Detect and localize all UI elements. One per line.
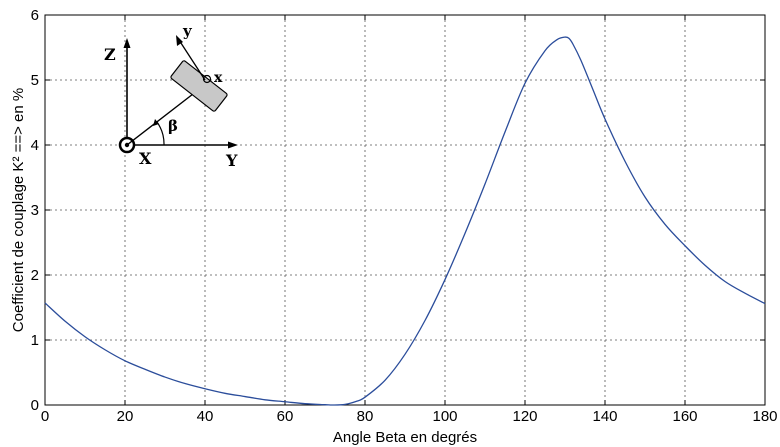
x-tick-label: 140 [592,408,617,425]
x-tick-labels: 0 20 40 60 80 100 120 140 160 180 [41,408,778,425]
y-tick-labels: 0 1 2 3 4 5 6 [31,7,39,414]
data-point [164,376,165,377]
x-axis-title: Angle Beta en degrés [333,429,477,446]
inset-rot-x-circle [202,74,212,84]
inset-z-arrowhead [123,38,131,48]
inset-rot-y-axis [178,39,206,81]
data-point [324,404,325,405]
data-point [304,403,305,404]
x-tick-label: 80 [357,408,374,425]
data-point [332,404,333,405]
inset-beta-label: β [168,117,178,135]
y-axis-title: Coefficient de couplage K² ==> en % [10,88,27,332]
data-point [84,336,85,337]
data-point [524,83,525,84]
y-tick-label: 2 [31,267,39,284]
x-tick-label: 20 [117,408,134,425]
data-point [704,265,705,266]
data-point [724,281,725,282]
inset-beta-arc [156,121,165,146]
data-point [556,39,557,40]
data-point [504,131,505,132]
data-point [364,397,365,398]
data-point [204,388,205,389]
series-layer [44,36,766,406]
inset-crystal-plate [170,60,228,112]
data-point [184,383,185,384]
data-point [224,393,225,394]
inset-y-label: Y [225,151,238,170]
data-point [568,38,569,39]
x-tick-label: 160 [672,408,697,425]
axis-ticks [44,14,766,406]
data-point [564,37,565,38]
data-point [344,404,345,405]
data-point [580,60,581,61]
data-point [764,303,765,304]
data-point [664,224,665,225]
data-point [144,369,145,370]
y-tick-label: 1 [31,332,39,349]
inset-x-label: X [139,149,152,168]
data-point [64,321,65,322]
inset-z-label: Z [104,45,116,64]
data-point [572,44,573,45]
data-point [484,183,485,184]
data-point [464,233,465,234]
inset-rot-y-arrowhead [176,35,183,46]
data-point [744,293,745,294]
data-point [244,396,245,397]
data-point [444,279,445,280]
inset-beta-arrowhead [153,119,159,126]
x-tick-label: 60 [277,408,294,425]
data-point [644,196,645,197]
data-point [384,380,385,381]
data-point [684,245,685,246]
data-point [44,302,45,303]
grid [45,15,765,405]
inset-y-arrowhead [228,141,238,149]
y-tick-label: 4 [31,137,39,154]
inset-rot-x-label: x [214,70,223,86]
data-point [404,354,405,355]
data-point [264,399,265,400]
data-point [284,401,285,402]
data-point [592,89,593,90]
data-point [624,161,625,162]
inset-diagram: Z Y X y x β [104,22,238,170]
y-tick-label: 6 [31,7,39,24]
data-point [604,118,605,119]
data-point [424,320,425,321]
x-tick-label: 0 [41,408,49,425]
x-tick-label: 180 [752,408,777,425]
data-point [544,50,545,51]
x-tick-label: 100 [432,408,457,425]
series-line [44,36,766,406]
x-tick-label: 120 [512,408,537,425]
y-tick-label: 0 [31,397,39,414]
inset-beam [126,93,194,146]
data-point [124,360,125,361]
data-point [104,349,105,350]
inset-rot-y-label: y [182,22,193,40]
x-tick-label: 40 [197,408,214,425]
data-point [356,401,357,402]
y-tick-label: 3 [31,202,39,219]
y-tick-label: 5 [31,72,39,89]
